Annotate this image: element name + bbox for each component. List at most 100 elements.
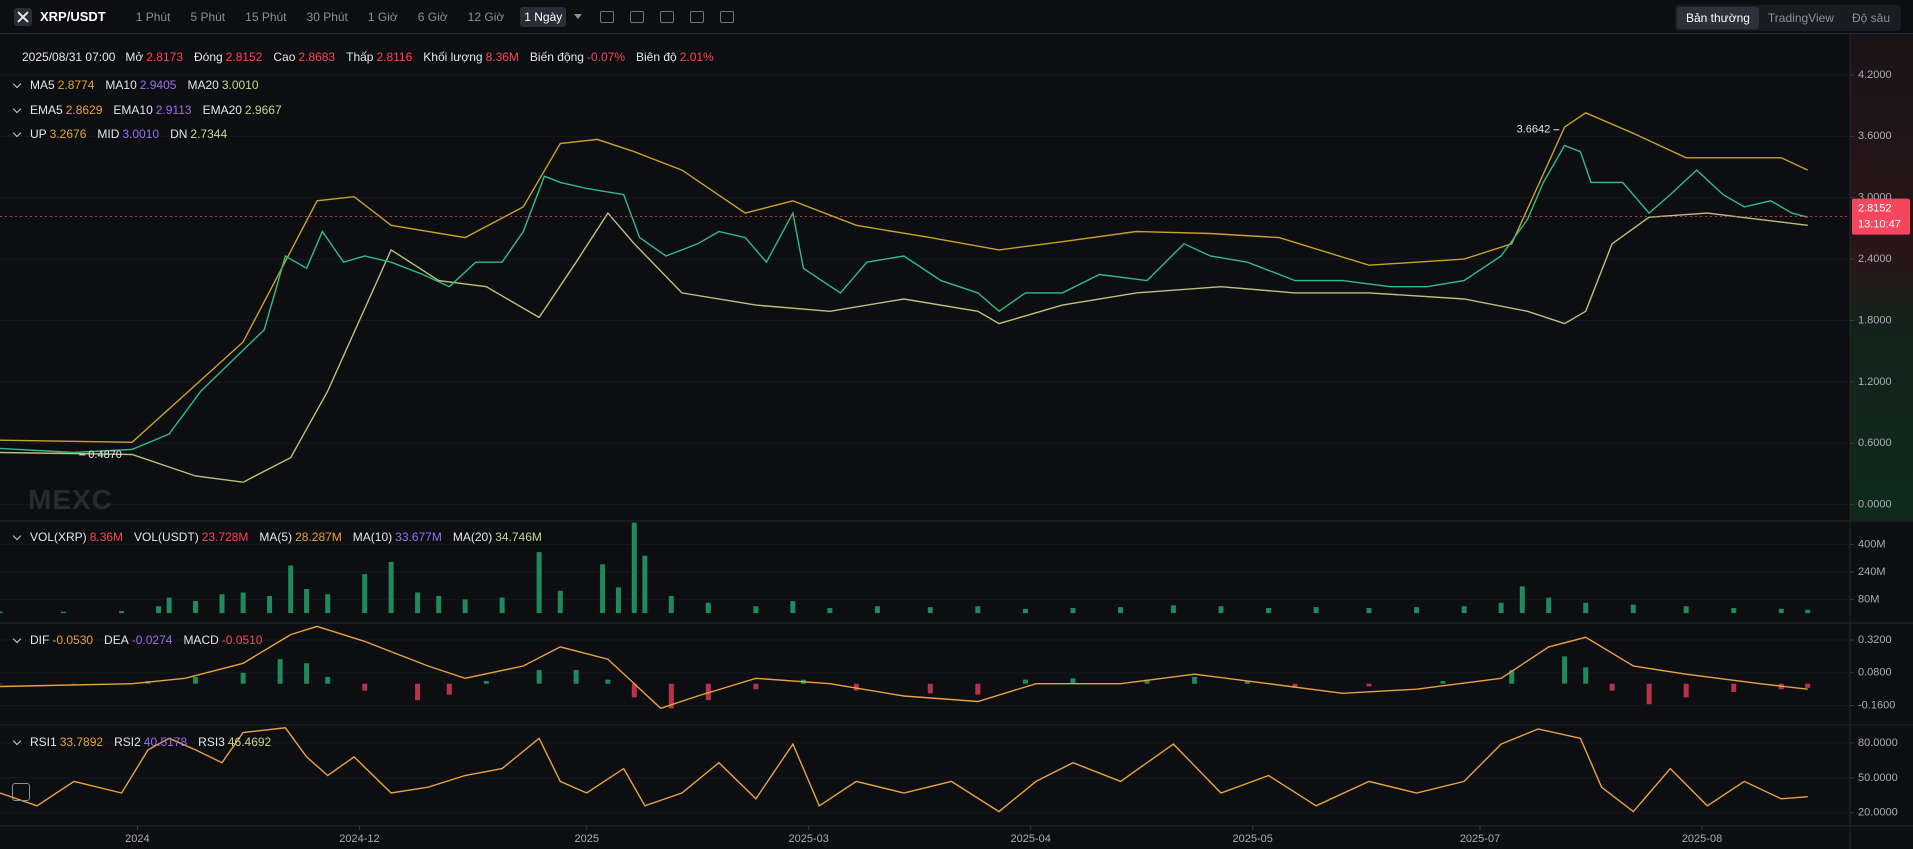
legend-value: 34.746M: [495, 530, 542, 544]
draw-tool[interactable]: [660, 10, 675, 23]
legend-value: 33.7892: [59, 735, 104, 749]
bar: [1562, 656, 1568, 684]
collapse-icon[interactable]: [12, 128, 22, 137]
legend-label: DN: [170, 127, 188, 141]
legend-value: 3.2676: [49, 127, 87, 141]
bar: [388, 561, 394, 614]
interval[interactable]: 1 Ngày: [520, 6, 567, 27]
legend-label: RSI3: [198, 735, 225, 749]
interval[interactable]: 1 Phút: [135, 9, 171, 24]
logo[interactable]: [14, 7, 32, 26]
legend-label: EMA10: [113, 103, 153, 117]
legend-label: EMA20: [202, 103, 242, 117]
bar: [71, 683, 77, 685]
indicator-tool[interactable]: [600, 10, 615, 23]
legend-value: 33.677M: [395, 530, 442, 544]
bar: [631, 683, 637, 698]
interval[interactable]: 30 Phút: [306, 9, 348, 24]
series-line: [0, 144, 1808, 454]
y-tick-label: 1.2000: [1858, 376, 1892, 388]
legend-value: -0.0530: [52, 633, 94, 647]
x-tick-label: 2025-05: [1233, 833, 1273, 845]
bar: [1509, 670, 1515, 684]
legend-label: EMA5: [30, 103, 63, 117]
screenshot-tool[interactable]: [720, 10, 735, 23]
legend-label: MACD: [183, 633, 219, 647]
interval[interactable]: 1 Giờ: [367, 9, 398, 24]
legend-row: UP 3.2676 MID 3.0010 DN 2.7344: [12, 125, 238, 143]
interval[interactable]: 6 Giờ: [417, 9, 448, 24]
legend-row: VOL(XRP) 8.36M VOL(USDT) 23.728M MA(5) 28.287…: [12, 528, 553, 546]
bar: [1731, 683, 1737, 692]
bar: [753, 606, 759, 614]
x-tick-label: 2025-03: [789, 833, 829, 845]
formula-tool[interactable]: [630, 10, 645, 23]
collapse-icon[interactable]: [12, 531, 22, 540]
bar: [1583, 667, 1589, 684]
bar: [1583, 602, 1589, 614]
series-line: [0, 625, 1808, 710]
bar: [60, 611, 66, 614]
bar: [705, 683, 711, 701]
view-tab[interactable]: Độ sâu: [1851, 11, 1890, 25]
low-label: 0.4870: [88, 449, 122, 461]
bar: [1461, 606, 1467, 614]
collapse-icon[interactable]: [12, 79, 22, 88]
bar: [1218, 606, 1224, 614]
legend-value: 2.8629: [65, 103, 103, 117]
collapse-icon[interactable]: [12, 634, 22, 643]
bar: [304, 663, 310, 684]
legend-label: MA5: [30, 78, 55, 92]
collapse-icon[interactable]: [12, 736, 22, 745]
bar: [536, 670, 542, 684]
interval-dropdown[interactable]: [574, 14, 583, 19]
y-tick-label: 2.4000: [1858, 253, 1892, 265]
y-tick-label: 80.0000: [1858, 737, 1898, 749]
y-tick-label: 1.8000: [1858, 314, 1892, 326]
bar: [642, 555, 648, 614]
y-tick-label: 4.2000: [1858, 69, 1892, 81]
bar: [267, 595, 273, 614]
legend-value: 3.0010: [122, 127, 160, 141]
collapse-icon[interactable]: [12, 104, 22, 113]
legend-label: Thấp: [346, 50, 374, 64]
legend-label: VOL(USDT): [134, 530, 199, 544]
bar: [415, 683, 421, 701]
legend-label: Đóng: [194, 50, 223, 64]
watermark: MEXC: [28, 484, 113, 515]
interval[interactable]: 12 Giờ: [467, 9, 505, 24]
bar: [240, 592, 246, 614]
legend-label: MA(10): [352, 530, 393, 544]
bar: [277, 659, 283, 684]
bar: [705, 602, 711, 614]
bar: [1778, 608, 1784, 614]
bar: [573, 670, 579, 684]
interval[interactable]: 5 Phút: [190, 9, 226, 24]
legend-value: 2.8116: [376, 50, 413, 64]
layout-tool[interactable]: [690, 10, 705, 23]
bar: [362, 683, 368, 691]
bar: [1366, 607, 1372, 614]
legend-label: UP: [30, 127, 47, 141]
x-tick-label: 2024: [125, 833, 149, 845]
interval[interactable]: 15 Phút: [245, 9, 287, 24]
view-tab[interactable]: Bản thường: [1676, 7, 1759, 29]
view-tab[interactable]: TradingView: [1767, 11, 1834, 25]
bar: [827, 607, 833, 614]
layout-button[interactable]: [12, 783, 30, 801]
y-tick-label: 20.0000: [1858, 807, 1898, 819]
legend-row: DIF -0.0530 DEA -0.0274 MACD -0.0510: [12, 631, 273, 649]
x-tick-label: 2025-08: [1682, 833, 1722, 845]
symbol[interactable]: XRP/USDT: [40, 9, 106, 24]
countdown-label: 13:10:47: [1858, 219, 1901, 231]
legend-label: DEA: [104, 633, 129, 647]
bar: [668, 683, 674, 709]
bar: [462, 599, 468, 614]
bar: [193, 676, 199, 684]
bar: [304, 589, 310, 614]
legend-value: 3.0010: [221, 78, 259, 92]
legend-label: Biến động: [529, 50, 584, 64]
bar: [1292, 683, 1298, 688]
